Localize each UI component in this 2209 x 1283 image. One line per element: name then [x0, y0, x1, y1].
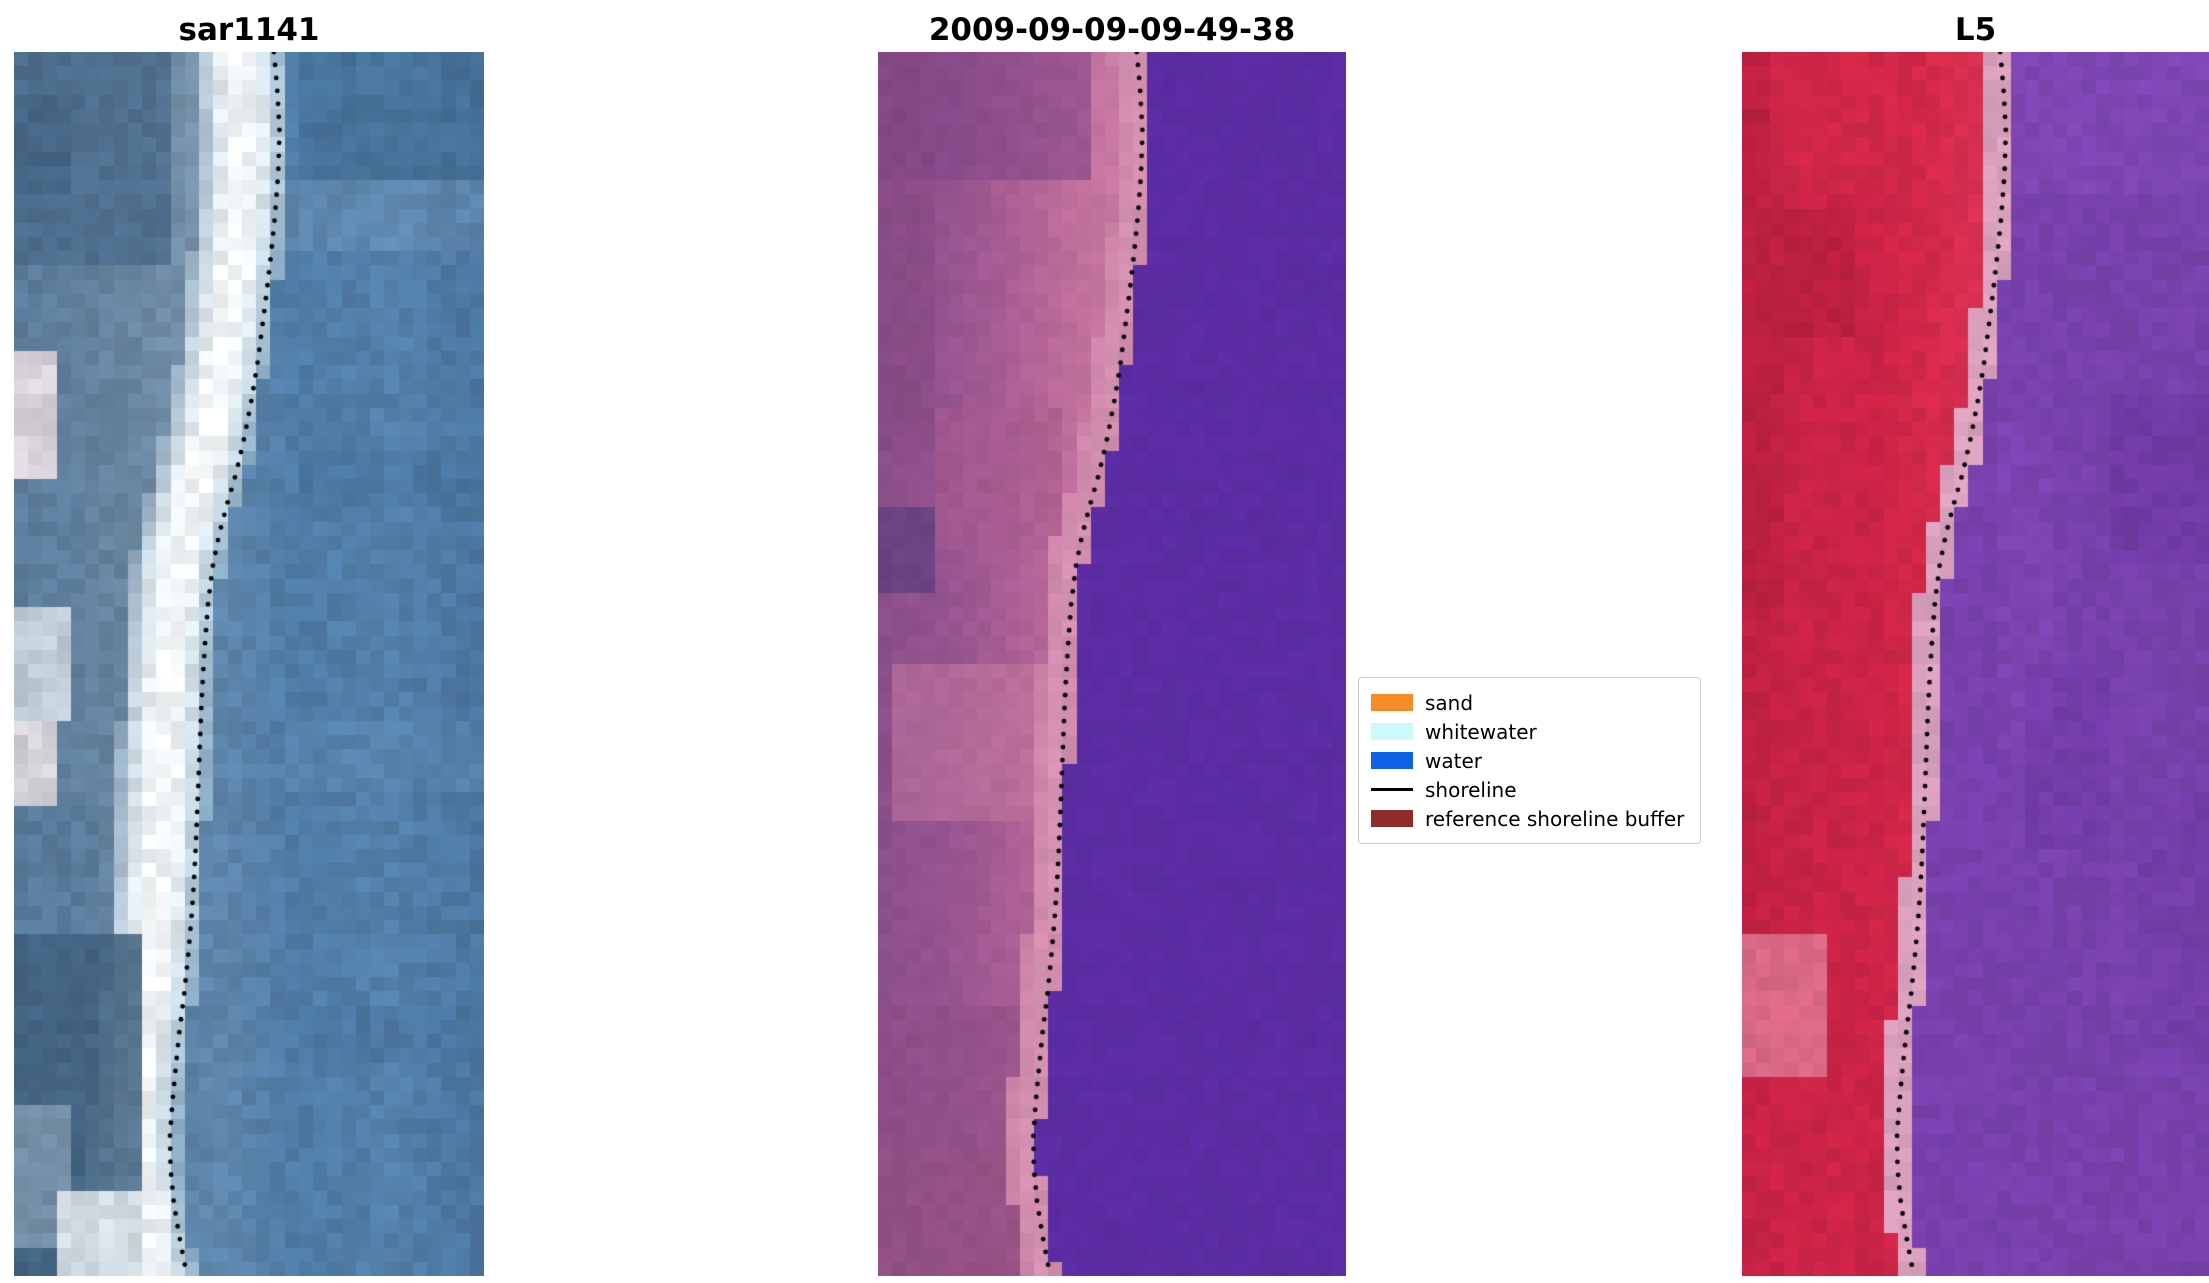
classification-image	[878, 52, 1346, 1276]
legend-entry-reference-shoreline-buffer: reference shoreline buffer	[1371, 804, 1684, 833]
legend-entry-shoreline: shoreline	[1371, 775, 1684, 804]
legend-label-reference-shoreline-buffer: reference shoreline buffer	[1425, 806, 1685, 831]
legend-entry-water: water	[1371, 746, 1684, 775]
panel-title-sar1141: sar1141	[178, 12, 320, 48]
legend-label-shoreline: shoreline	[1425, 777, 1517, 802]
sar1141-image	[14, 52, 484, 1276]
legend-label-whitewater: whitewater	[1425, 719, 1537, 744]
legend-label-water: water	[1425, 748, 1482, 773]
panel-sar1141: sar1141	[14, 8, 484, 1276]
legend: sand whitewater water shoreline referenc…	[1358, 677, 1702, 844]
legend-entry-whitewater: whitewater	[1371, 717, 1684, 746]
water-color-swatch	[1371, 752, 1413, 769]
legend-label-sand: sand	[1425, 690, 1474, 715]
l5-image	[1742, 52, 2209, 1276]
panel-title-date: 2009-09-09-09-49-38	[928, 12, 1296, 48]
panel-title-l5: L5	[1954, 12, 1997, 48]
panel-l5: L5	[1742, 8, 2209, 1276]
legend-entry-sand: sand	[1371, 688, 1684, 717]
shoreline-line-swatch	[1371, 788, 1413, 791]
whitewater-color-swatch	[1371, 723, 1413, 740]
sand-color-swatch	[1371, 694, 1413, 711]
panel-classification: 2009-09-09-09-49-38	[878, 8, 1346, 1276]
reference-shoreline-buffer-color-swatch	[1371, 810, 1413, 827]
